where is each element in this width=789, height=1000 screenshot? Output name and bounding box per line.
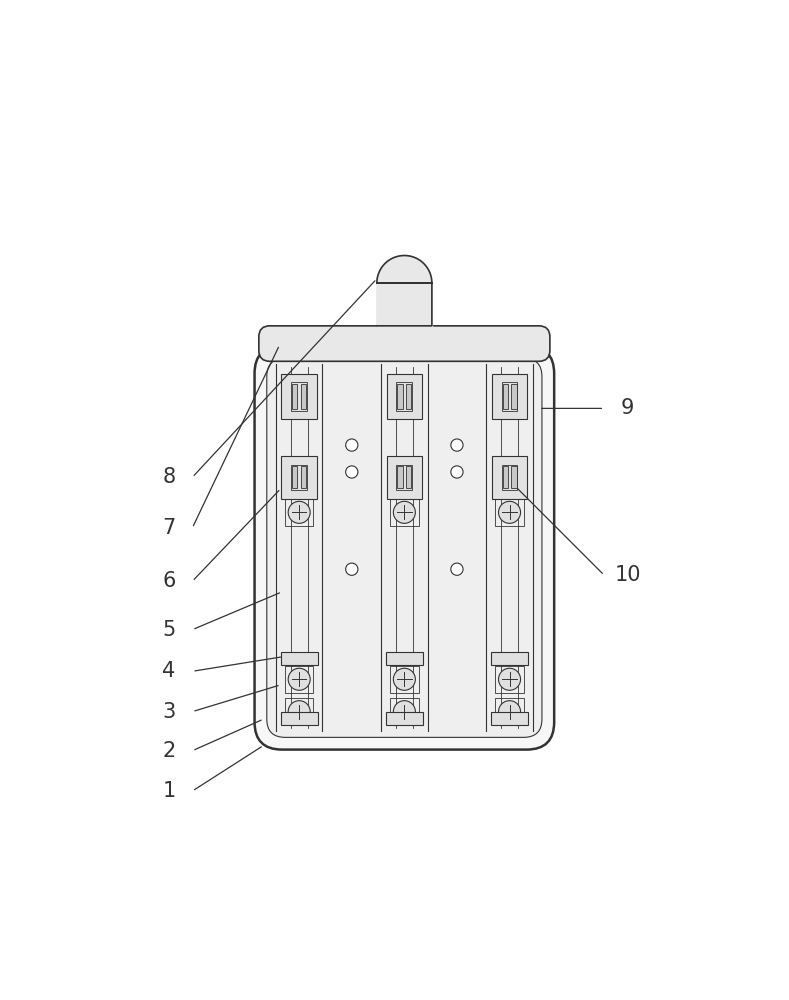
Text: 5: 5 bbox=[163, 620, 176, 640]
Bar bbox=[511, 384, 517, 409]
Bar bbox=[387, 456, 422, 499]
Bar bbox=[502, 465, 518, 490]
FancyBboxPatch shape bbox=[255, 346, 554, 750]
Circle shape bbox=[394, 668, 415, 690]
Bar bbox=[398, 466, 402, 488]
FancyBboxPatch shape bbox=[259, 326, 550, 361]
Text: 2: 2 bbox=[163, 741, 176, 761]
Bar bbox=[285, 499, 313, 526]
Bar bbox=[503, 384, 507, 409]
FancyBboxPatch shape bbox=[267, 358, 542, 737]
Polygon shape bbox=[377, 325, 432, 327]
Bar bbox=[511, 466, 517, 488]
Bar bbox=[285, 698, 313, 725]
Circle shape bbox=[288, 668, 310, 690]
Bar bbox=[492, 456, 527, 499]
Text: 8: 8 bbox=[163, 467, 175, 487]
Circle shape bbox=[288, 501, 310, 523]
Bar bbox=[386, 652, 423, 665]
Text: 6: 6 bbox=[163, 571, 176, 591]
Bar bbox=[291, 465, 307, 490]
Bar bbox=[387, 374, 422, 419]
Bar bbox=[285, 666, 313, 693]
Bar bbox=[398, 384, 402, 409]
Circle shape bbox=[346, 439, 358, 451]
Bar bbox=[503, 466, 507, 488]
Bar bbox=[386, 712, 423, 725]
Bar bbox=[281, 652, 317, 665]
Bar bbox=[495, 666, 524, 693]
Polygon shape bbox=[377, 256, 432, 326]
Circle shape bbox=[499, 501, 521, 523]
Bar bbox=[495, 499, 524, 526]
Bar bbox=[282, 456, 317, 499]
Text: 10: 10 bbox=[615, 565, 641, 585]
Bar bbox=[291, 382, 307, 411]
Bar bbox=[492, 712, 528, 725]
Text: 3: 3 bbox=[163, 702, 176, 722]
Circle shape bbox=[288, 701, 310, 723]
Bar bbox=[301, 384, 306, 409]
Text: 1: 1 bbox=[163, 781, 176, 801]
Text: 4: 4 bbox=[163, 661, 176, 681]
Bar bbox=[390, 499, 419, 526]
Bar bbox=[292, 384, 297, 409]
Bar bbox=[301, 466, 306, 488]
Circle shape bbox=[394, 501, 415, 523]
Circle shape bbox=[451, 439, 463, 451]
Circle shape bbox=[451, 563, 463, 575]
Bar bbox=[292, 466, 297, 488]
Bar bbox=[406, 466, 411, 488]
Bar bbox=[406, 384, 411, 409]
Bar bbox=[495, 698, 524, 725]
Text: 9: 9 bbox=[621, 398, 634, 418]
Bar bbox=[281, 712, 317, 725]
Circle shape bbox=[346, 563, 358, 575]
Circle shape bbox=[394, 701, 415, 723]
Bar bbox=[390, 698, 419, 725]
Circle shape bbox=[499, 701, 521, 723]
Bar bbox=[396, 382, 413, 411]
Bar bbox=[396, 465, 413, 490]
Circle shape bbox=[451, 466, 463, 478]
Bar bbox=[502, 382, 518, 411]
Bar bbox=[492, 374, 527, 419]
Circle shape bbox=[346, 466, 358, 478]
Bar bbox=[390, 666, 419, 693]
Bar bbox=[492, 652, 528, 665]
Circle shape bbox=[499, 668, 521, 690]
Text: 7: 7 bbox=[163, 518, 176, 538]
Bar bbox=[282, 374, 317, 419]
